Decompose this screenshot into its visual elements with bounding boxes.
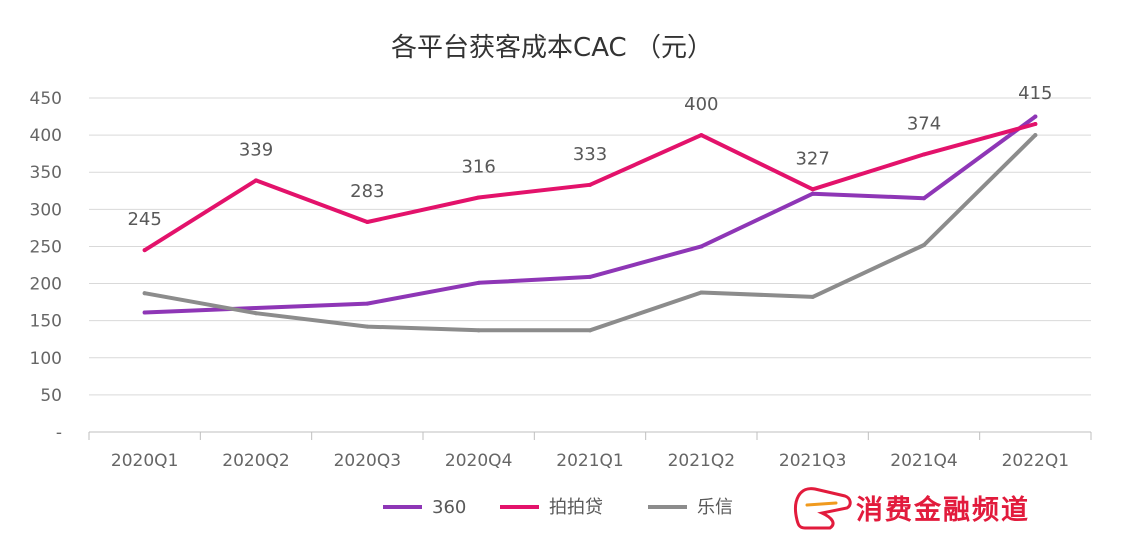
legend-label: 拍拍贷 [549,497,603,518]
data-point [1033,121,1038,126]
chart-title: 各平台获客成本CAC （元） [391,33,713,63]
legend: 360 拍拍贷 乐信 [383,497,733,518]
data-point [365,301,370,306]
data-label: 339 [239,139,273,160]
data-label: 415 [1018,83,1052,104]
data-point [588,328,592,333]
data-label: 327 [795,148,829,169]
data-point [810,294,815,299]
x-tick-label: 2021Q2 [668,451,735,471]
data-point [142,310,147,315]
data-point [699,290,704,295]
watermark: 消费金融频道 [794,487,1030,530]
y-tick-label: 100 [30,349,62,369]
data-point [476,328,481,333]
y-tick-label: 150 [30,312,62,332]
data-label: 245 [127,209,161,230]
y-tick-label: 200 [30,275,62,295]
x-tick-label: 2021Q4 [890,451,957,471]
x-tick-label: 2020Q2 [222,451,289,471]
y-tick-label: 400 [30,126,62,146]
data-label: 333 [573,144,607,165]
data-label: 374 [907,113,941,134]
x-axis: 2020Q1 2020Q2 2020Q3 2020Q4 2021Q1 2021Q2 2021… [88,432,1092,471]
data-label: 316 [461,156,495,177]
data-label: 400 [684,94,718,115]
data-point [476,280,481,285]
data-point [365,324,370,329]
x-tick-label: 2021Q1 [556,451,623,471]
y-tick-label: 350 [30,163,62,183]
series-lines [142,114,1038,333]
data-point [142,291,147,296]
y-tick-label: 50 [40,386,62,406]
data-point [810,187,815,192]
gridlines [89,97,1091,433]
data-point [254,178,258,183]
data-point [588,274,592,279]
data-point [588,182,592,187]
data-point [699,244,704,249]
legend-label: 360 [432,497,466,518]
data-point [1033,133,1038,138]
data-point [142,248,147,253]
data-labels: 245 339 283 316 333 400 327 374 415 [127,83,1052,230]
legend-label: 乐信 [697,497,733,518]
x-tick-label: 2020Q4 [445,451,512,471]
watermark-logo-icon [794,487,852,530]
y-tick-label: 300 [30,200,62,220]
data-point [254,311,258,316]
y-tick-label: - [56,423,62,443]
x-tick-label: 2022Q1 [1002,451,1069,471]
y-axis: - 50 100 150 200 250 300 350 400 450 [30,89,62,443]
x-tick-label: 2021Q3 [779,451,846,471]
x-tick-label: 2020Q3 [334,451,401,471]
data-point [365,219,370,224]
y-tick-label: 250 [30,237,62,257]
watermark-text: 消费金融频道 [856,494,1030,526]
y-tick-label: 450 [30,89,62,109]
data-point [922,152,926,157]
data-label: 283 [350,181,384,202]
data-point [699,133,704,138]
data-point [254,306,258,311]
data-point [922,196,926,201]
data-point [922,242,926,247]
data-point [476,195,481,200]
x-tick-label: 2020Q1 [111,451,178,471]
data-point [810,191,815,196]
data-point [1033,114,1038,119]
